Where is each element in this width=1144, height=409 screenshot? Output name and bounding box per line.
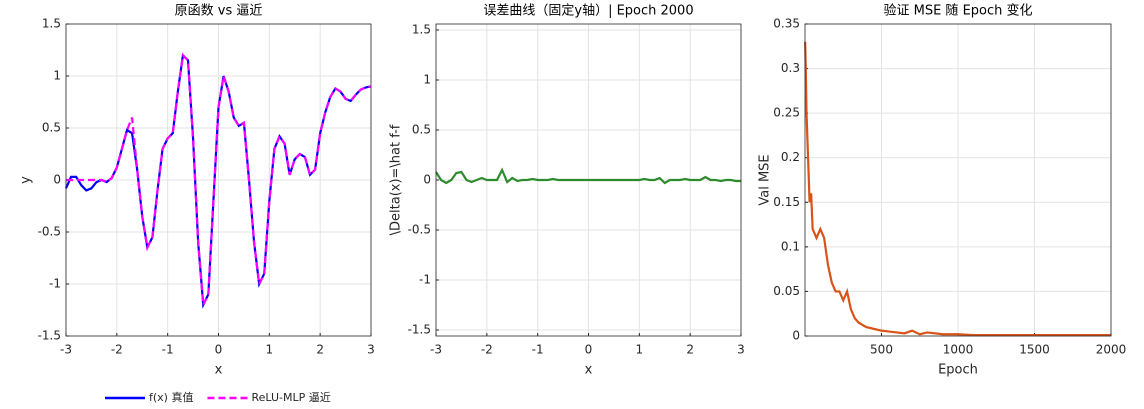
x-tick-label: 3: [737, 343, 745, 357]
chart-title: 原函数 vs 逼近: [175, 4, 263, 19]
y-tick-label: -1: [49, 277, 61, 291]
y-tick-label: 0: [792, 329, 800, 343]
x-tick-label: 1500: [1019, 343, 1050, 357]
y-tick-label: 0.5: [412, 123, 431, 137]
x-tick-label: 1: [266, 343, 274, 357]
series-line: [66, 52, 372, 309]
x-tick-label: 1: [636, 343, 644, 357]
y-tick-label: 0.5: [42, 121, 61, 135]
x-tick-label: -1: [532, 343, 544, 357]
x-tick-label: 0: [585, 343, 593, 357]
x-tick-label: 3: [367, 343, 375, 357]
x-tick-label: 0: [215, 343, 223, 357]
y-axis-label: \Delta(x)=\hat f-f: [389, 124, 404, 235]
x-tick-label: -3: [430, 343, 442, 357]
y-tick-label: 0.2: [781, 150, 800, 164]
subplot: 500 1000 1500 2000 0 0.05 0.1 0.15 0.2 0.25 0.3 0.3…: [758, 3, 1127, 378]
x-tick-label: -2: [111, 343, 123, 357]
x-tick-label: -1: [162, 343, 174, 357]
chart-title: 验证 MSE 随 Epoch 变化: [883, 3, 1032, 19]
y-axis-label: y: [19, 176, 34, 184]
x-tick-label: 1000: [943, 343, 974, 357]
y-tick-label: 0: [53, 173, 61, 187]
x-tick-label: 2: [316, 343, 324, 357]
y-tick-label: 1: [423, 73, 431, 87]
y-tick-label: 1.5: [412, 23, 431, 37]
axes-frame: [65, 23, 372, 337]
y-tick-label: 0.3: [781, 61, 800, 75]
y-tick-label: -0.5: [408, 223, 431, 237]
y-tick-label: -1.5: [408, 323, 431, 337]
x-axis-label: Epoch: [938, 363, 978, 378]
y-tick-label: -0.5: [38, 225, 61, 239]
chart-title: 误差曲线（固定y轴）| Epoch 2000: [483, 4, 693, 19]
y-tick-label: 1.5: [42, 17, 61, 31]
y-axis-label: Val MSE: [758, 154, 773, 205]
axes-frame: [435, 23, 742, 337]
legend-label: ReLU-MLP 逼近: [251, 391, 330, 404]
y-tick-label: 0.1: [781, 239, 800, 253]
x-tick-label: 2: [686, 343, 694, 357]
axes-frame: [804, 23, 1112, 337]
series-line: [435, 167, 741, 185]
y-tick-label: 1: [53, 69, 61, 83]
y-tick-label: 0.05: [773, 284, 800, 298]
x-tick-label: -2: [481, 343, 493, 357]
y-tick-label: 0.25: [773, 106, 800, 120]
y-tick-label: -1.5: [38, 329, 61, 343]
x-tick-label: -3: [60, 343, 72, 357]
x-tick-label: 2000: [1096, 343, 1127, 357]
y-tick-label: -1: [419, 273, 431, 287]
series-line: [804, 41, 1111, 337]
x-axis-label: x: [585, 363, 593, 378]
y-tick-label: 0: [423, 173, 431, 187]
x-axis-label: x: [215, 363, 223, 378]
y-tick-label: 0.15: [773, 195, 800, 209]
subplot: -3 -2 -1 0 1 2 3 -1.5 -1 -0.5 0 0.5 1 1.5 原函数 vs 逼近 x y f…: [19, 4, 375, 405]
y-tick-label: 0.35: [773, 17, 800, 31]
subplot: -3 -2 -1 0 1 2 3 -1.5 -1 -0.5 0 0.5 1 1.5 误差曲线（固定y轴）| …: [389, 4, 745, 378]
legend-label: f(x) 真值: [149, 390, 193, 404]
x-tick-label: 500: [870, 343, 893, 357]
